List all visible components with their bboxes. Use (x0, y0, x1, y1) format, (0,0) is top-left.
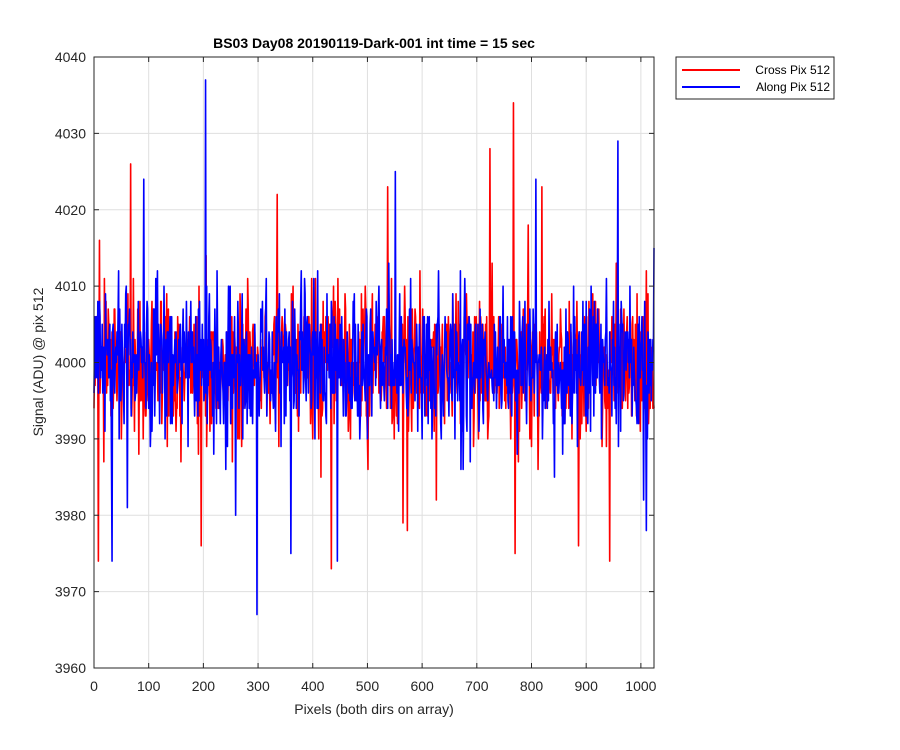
legend-box (675, 56, 835, 100)
x-tick-label: 0 (90, 678, 98, 694)
legend-entry: Cross Pix 512 (755, 63, 830, 77)
ticks: 0 100 200 300 400 500 600 700 800 900 1000 3960 3970… (55, 49, 657, 694)
x-tick-label: 300 (246, 678, 270, 694)
y-tick-label: 4010 (55, 278, 86, 294)
x-tick-label: 800 (520, 678, 544, 694)
y-tick-label: 4000 (55, 355, 86, 371)
y-tick-label: 3960 (55, 660, 86, 676)
x-tick-label: 900 (575, 678, 599, 694)
x-tick-label: 500 (356, 678, 380, 694)
series-layer (93, 79, 655, 616)
x-tick-label: 200 (192, 678, 216, 694)
y-tick-label: 3990 (55, 431, 86, 447)
series-line (93, 79, 655, 616)
x-tick-label: 100 (137, 678, 161, 694)
x-axis-label: Pixels (both dirs on array) (294, 701, 454, 717)
y-tick-label: 4030 (55, 125, 86, 141)
y-tick-label: 3980 (55, 507, 86, 523)
chart-title: BS03 Day08 20190119-Dark-001 int time = … (213, 35, 535, 51)
y-tick-label: 4020 (55, 202, 86, 218)
legend: Cross Pix 512 Along Pix 512 (675, 56, 835, 100)
x-tick-label: 700 (465, 678, 489, 694)
x-tick-label: 1000 (625, 678, 656, 694)
y-axis-label: Signal (ADU) @ pix 512 (30, 287, 46, 436)
y-tick-label: 3970 (55, 584, 86, 600)
x-tick-label: 600 (410, 678, 434, 694)
x-tick-label: 400 (301, 678, 325, 694)
y-tick-label: 4040 (55, 49, 86, 65)
legend-entry: Along Pix 512 (756, 80, 830, 94)
